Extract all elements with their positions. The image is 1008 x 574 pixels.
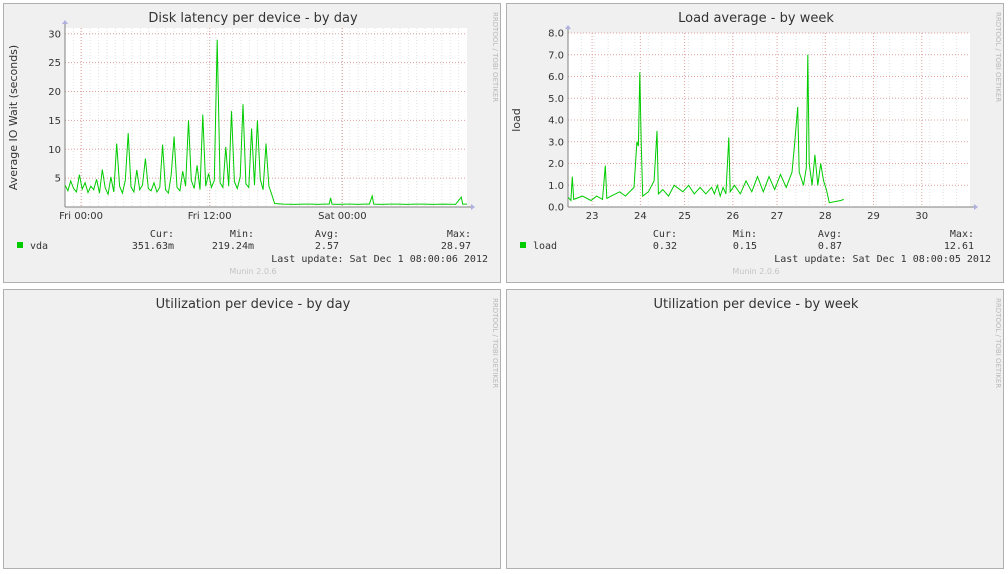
- stat-header-avg: Avg:: [315, 229, 339, 240]
- munin-version: Munin 2.0.6: [229, 267, 276, 276]
- x-tick-label: Fri 00:00: [59, 211, 103, 222]
- y-axis-label: Average IO Wait (seconds): [7, 45, 20, 190]
- last-update: Last update: Sat Dec 1 08:00:05 2012: [774, 254, 991, 265]
- stat-header-cur: Cur:: [150, 229, 174, 240]
- graph-title: Disk latency per device - by day: [148, 11, 358, 26]
- rrdtool-watermark: RRDTOOL / TOBI OETIKER: [994, 298, 1002, 388]
- graph-canvas: Disk latency per device - by day RRDTOOL …: [7, 11, 499, 276]
- green-square-icon: [520, 242, 526, 248]
- y-tick-label: 0.0: [548, 203, 564, 214]
- x-tick-label: 27: [771, 211, 784, 222]
- stat-value-max: 12.61: [944, 241, 974, 252]
- stat-value-max: 28.97: [441, 241, 471, 252]
- y-axis-arrow: [565, 25, 571, 29]
- graph-title: Utilization per device - by day: [156, 297, 351, 312]
- x-tick-label: Fri 12:00: [188, 211, 232, 222]
- graph-title: Utilization per device - by week: [654, 297, 859, 312]
- x-tick-label: Sat 00:00: [318, 211, 366, 222]
- stat-header-avg: Avg:: [818, 229, 842, 240]
- stat-value-avg: 0.87: [818, 241, 842, 252]
- y-tick-label: 15: [48, 116, 61, 127]
- x-tick-label: 28: [819, 211, 832, 222]
- x-axis-arrow: [471, 204, 475, 210]
- y-tick-label: 8.0: [548, 29, 564, 40]
- stat-header-min: Min:: [733, 229, 757, 240]
- graph-title: Load average - by week: [678, 11, 834, 26]
- y-tick-label: 25: [48, 58, 61, 69]
- stat-value-avg: 2.57: [315, 241, 339, 252]
- graph-panel-utilization-week: Utilization per device - by week RRDTOOL …: [506, 289, 1004, 569]
- plot-area: [65, 28, 467, 207]
- series-line-vda: [64, 39, 467, 205]
- y-tick-label: 10: [48, 145, 61, 156]
- graph-canvas: Utilization per device - by day RRDTOOL /…: [156, 297, 499, 388]
- legend-series-name: load: [533, 241, 557, 252]
- x-tick-label: 24: [634, 211, 647, 222]
- munin-version: Munin 2.0.6: [732, 267, 779, 276]
- x-tick-label: 26: [726, 211, 739, 222]
- y-tick-label: 1.0: [548, 181, 564, 192]
- y-tick-label: 4.0: [548, 116, 564, 127]
- green-square-icon: [17, 242, 23, 248]
- series-line-load: [567, 54, 844, 204]
- stat-value-cur: 351.63m: [132, 241, 174, 252]
- graph-panel-utilization-day: Utilization per device - by day RRDTOOL /…: [3, 289, 501, 569]
- last-update: Last update: Sat Dec 1 08:00:06 2012: [271, 254, 488, 265]
- stat-value-cur: 0.32: [653, 241, 677, 252]
- y-tick-label: 7.0: [548, 50, 564, 61]
- y-tick-label: 3.0: [548, 137, 564, 148]
- x-tick-label: 30: [915, 211, 928, 222]
- legend-series-name: vda: [30, 241, 48, 252]
- y-tick-label: 20: [48, 87, 61, 98]
- graph-panel-disk-latency-day: Disk latency per device - by day RRDTOOL …: [3, 3, 501, 283]
- stat-header-cur: Cur:: [653, 229, 677, 240]
- y-axis-label: load: [510, 108, 523, 132]
- rrdtool-watermark: RRDTOOL / TOBI OETIKER: [994, 12, 1002, 102]
- y-tick-label: 2.0: [548, 159, 564, 170]
- y-axis-arrow: [62, 20, 68, 24]
- y-tick-label: 5.0: [548, 94, 564, 105]
- x-tick-label: 23: [586, 211, 599, 222]
- graph-canvas: Utilization per device - by week RRDTOOL …: [654, 297, 1002, 388]
- stat-header-min: Min:: [230, 229, 254, 240]
- stat-value-min: 0.15: [733, 241, 757, 252]
- x-tick-label: 29: [867, 211, 880, 222]
- graph-canvas: Load average - by week RRDTOOL / TOBI OET…: [510, 11, 1002, 276]
- x-tick-label: 25: [678, 211, 691, 222]
- stat-value-min: 219.24m: [212, 241, 254, 252]
- graph-panel-load-average-week: Load average - by week RRDTOOL / TOBI OET…: [506, 3, 1004, 283]
- stat-header-max: Max:: [950, 229, 974, 240]
- y-tick-label: 5: [55, 174, 61, 185]
- rrdtool-watermark: RRDTOOL / TOBI OETIKER: [491, 298, 499, 388]
- stat-header-max: Max:: [447, 229, 471, 240]
- y-tick-label: 30: [48, 29, 61, 40]
- x-axis-arrow: [974, 204, 978, 210]
- y-tick-label: 6.0: [548, 72, 564, 83]
- rrdtool-watermark: RRDTOOL / TOBI OETIKER: [491, 12, 499, 102]
